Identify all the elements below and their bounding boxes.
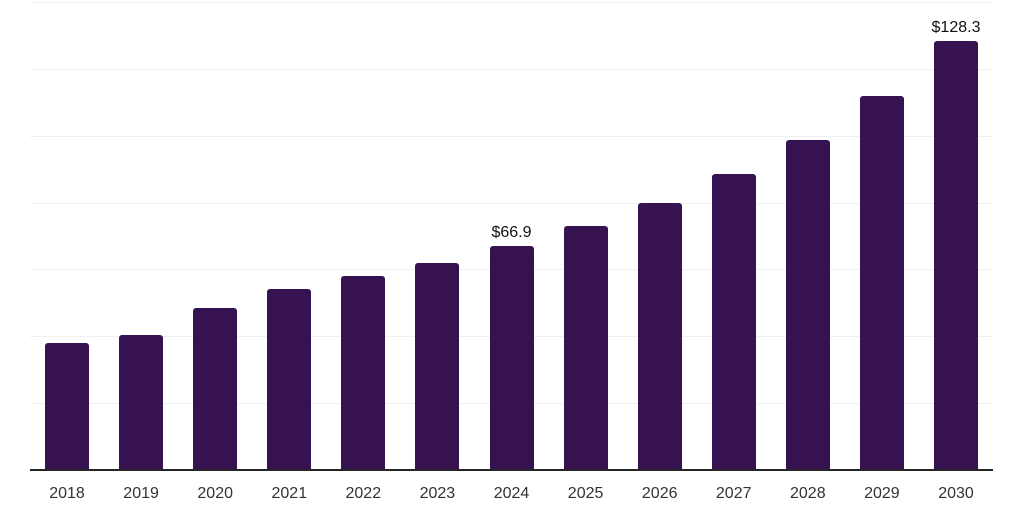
bar-2018 — [45, 343, 89, 470]
bar-2026 — [637, 202, 682, 470]
x-tick-2027: 2027 — [715, 485, 752, 502]
gridline-80 — [30, 202, 993, 204]
bar-2027 — [711, 173, 756, 470]
x-tick-2028: 2028 — [790, 485, 826, 502]
x-tick-2025: 2025 — [567, 485, 604, 502]
bar-2029 — [859, 95, 904, 470]
gridline-100 — [30, 135, 993, 137]
x-tick-2023: 2023 — [419, 485, 456, 502]
bar-2028 — [785, 140, 830, 470]
x-tick-2022: 2022 — [345, 485, 382, 502]
bar-2024 — [489, 246, 534, 470]
x-tick-2020: 2020 — [197, 485, 233, 502]
gridline-120 — [30, 68, 993, 70]
x-tick-2021: 2021 — [271, 485, 308, 502]
bar-2023 — [415, 262, 460, 470]
bar-2025 — [563, 226, 608, 470]
x-tick-2026: 2026 — [641, 485, 678, 502]
x-tick-2024: 2024 — [493, 485, 530, 502]
x-tick-2029: 2029 — [864, 485, 900, 502]
bar-2022 — [341, 275, 386, 470]
bar-value-label-2030: $128.3 — [931, 19, 981, 37]
bar-2030 — [934, 41, 978, 470]
x-tick-2019: 2019 — [123, 485, 159, 502]
bar-2021 — [267, 288, 312, 470]
x-axis-line — [30, 469, 993, 471]
x-tick-2018: 2018 — [49, 485, 85, 502]
bar-2019 — [119, 334, 164, 470]
gridline-140 — [30, 2, 993, 3]
x-tick-2030: 2030 — [938, 485, 974, 502]
bar-value-label-2024: $66.9 — [491, 224, 532, 242]
bar-2020 — [193, 307, 238, 470]
